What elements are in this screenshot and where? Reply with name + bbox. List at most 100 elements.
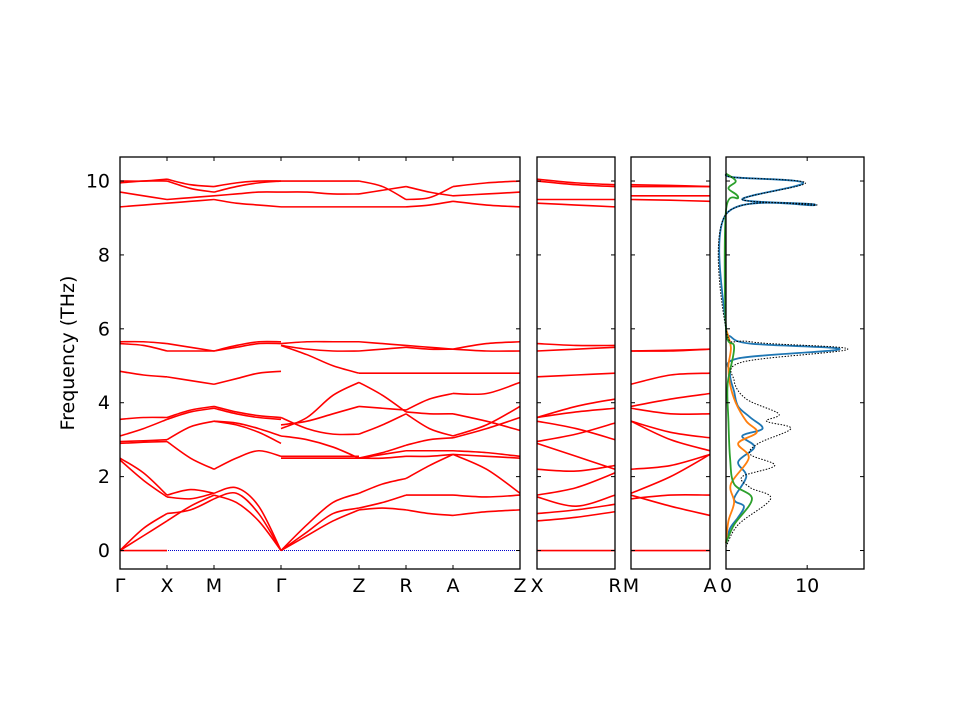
band-line [536,510,616,522]
band-line [452,200,521,208]
band-line [536,202,616,208]
x-tick-label: A [704,575,717,597]
band-line [358,405,407,411]
band-line [119,340,168,345]
x-tick-label: A [447,575,460,597]
panel-frame [630,156,711,570]
band-line [405,413,454,437]
band-line [405,185,454,201]
band-line [405,392,454,411]
band-line [452,180,521,188]
band-line [166,405,215,419]
band-line [119,178,168,182]
band-line [280,381,360,430]
band-line [536,346,616,352]
band-line [452,449,521,458]
y-tick-label: 2 [98,466,110,488]
band-line [166,407,215,421]
band-line [119,202,168,208]
band-line [405,344,454,350]
x-tick-label: Z [352,575,365,597]
band-line [358,340,407,347]
band-line [213,191,282,197]
band-line [213,449,282,470]
panel-dos: 0 10 [717,156,865,597]
y-tick-label: 8 [98,244,110,266]
band-line [119,418,168,437]
band-line [452,453,521,459]
band-line [536,494,616,507]
band-line [166,178,215,188]
band-line [166,376,215,386]
band-line [213,407,282,421]
band-line [213,494,282,552]
band-line [213,198,282,208]
panel-frame [119,156,521,570]
band-line [536,372,616,378]
band-line [452,416,521,439]
band-line [630,420,711,439]
band-line [630,372,711,386]
band-line [630,453,711,494]
dos-series [723,172,753,544]
band-line [536,178,616,186]
band-line [166,420,215,441]
y-axis-label: Frequency (THz) [57,276,79,431]
band-line [630,453,711,471]
band-line [405,200,454,208]
band-line [166,494,215,522]
band-line [213,180,282,193]
band-line [630,198,711,203]
band-line [536,180,616,188]
band-line [536,398,616,419]
x-tick-label: M [206,575,222,597]
band-line [166,195,215,201]
y-axis: 0 2 4 6 8 10 [86,171,110,563]
band-line [166,488,215,496]
band-line [536,420,616,441]
band-line [630,407,711,416]
x-tick-label: Z [513,575,526,597]
band-line [119,512,168,552]
band-line [166,342,215,352]
band-line [358,413,407,435]
band-line [280,435,360,459]
band-line [358,444,407,459]
band-line [119,438,168,443]
band-line [213,405,282,419]
band-line [536,472,616,496]
band-line [452,509,521,517]
band-line [358,477,407,494]
band-line [536,422,616,443]
band-line [166,180,215,193]
band-line [119,191,168,201]
band-line [280,416,360,436]
y-tick-label: 4 [98,392,110,414]
panel-frame [725,156,865,570]
band-line [280,507,360,552]
band-line [630,183,711,188]
band-line [452,494,521,498]
band-line [280,509,360,552]
band-line [358,346,407,352]
band-line [536,407,616,419]
band-line [405,411,454,415]
band-line [405,509,454,517]
band-line [358,494,407,509]
band-line [280,344,360,374]
band-line [358,507,407,511]
band-line [358,455,407,460]
band-line [358,381,407,413]
band-line [213,420,282,437]
band-line [213,180,282,188]
y-tick-label: 6 [98,318,110,340]
band-line [119,457,168,496]
band-line [166,498,215,515]
y-tick-label: 10 [86,171,110,193]
band-line [630,348,711,352]
dos-series [725,328,758,544]
band-line [452,453,521,494]
band-line [630,392,711,408]
